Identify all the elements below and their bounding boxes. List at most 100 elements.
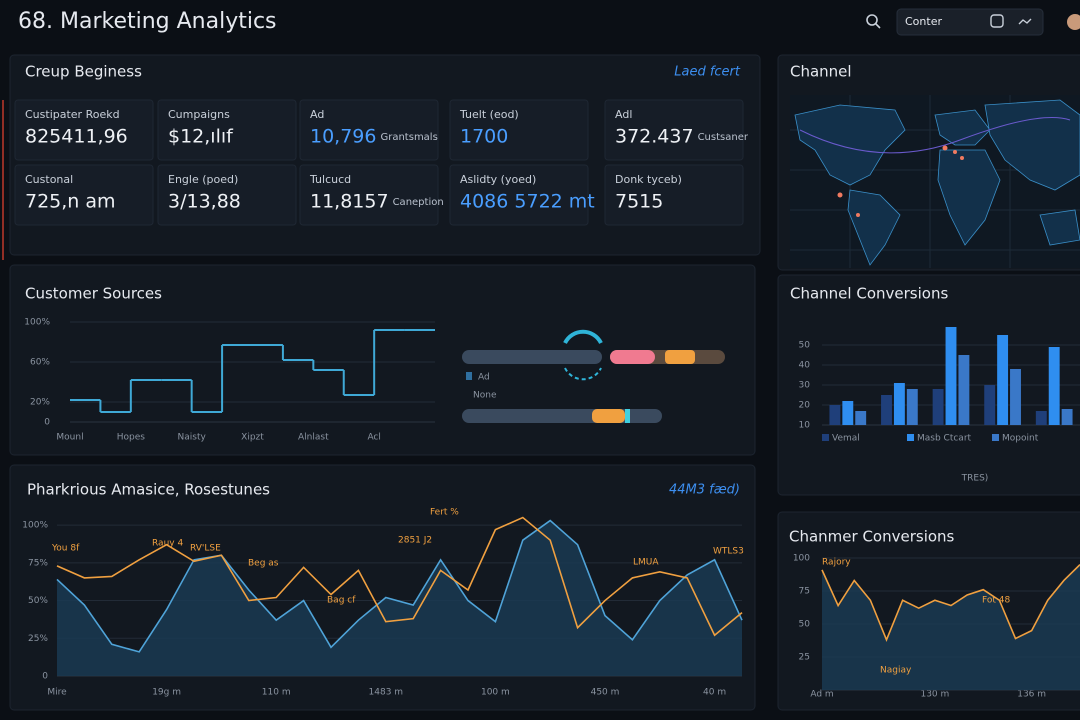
x-tick-label: Mounl [56, 433, 83, 443]
bar [1048, 347, 1060, 425]
legend-label: Vemal [832, 434, 860, 444]
progress-fill [625, 409, 630, 423]
chart-note: TRES) [961, 474, 989, 484]
y-tick-label: 25 [799, 653, 810, 663]
progress-fill [592, 409, 625, 423]
x-tick-label: 100 m [481, 688, 510, 698]
y-tick-label: 0 [42, 672, 48, 682]
kpi-value: 11,8157 [310, 191, 389, 213]
chart-title: Customer Sources [25, 285, 162, 303]
search-glass[interactable] [866, 14, 878, 26]
chart-link: 44M3 fæd) [669, 483, 740, 498]
hotspot [953, 150, 957, 154]
area-fill [57, 520, 742, 676]
map-hotspots [837, 145, 964, 217]
legend-swatch [466, 372, 472, 380]
legend-label: Mopoint [1002, 434, 1039, 444]
kpi-value: 4086 5722 mt [460, 191, 595, 213]
kpi-label: Adl [615, 108, 632, 121]
annotation: LMUA [633, 558, 659, 568]
kpi-label: Aslidty (yoed) [460, 173, 536, 186]
annotation: Nagiay [880, 666, 912, 676]
bar [932, 389, 944, 425]
kpi-value: 372.437 [615, 126, 694, 148]
kpi-note: Caneption [393, 197, 444, 208]
avatar[interactable] [1067, 14, 1080, 30]
y-tick-label: 100 [793, 554, 810, 564]
bar [958, 355, 970, 425]
annotation: WTLS3 [713, 547, 744, 557]
y-tick-label: 40 [799, 361, 811, 371]
x-tick-label: Mire [47, 688, 67, 698]
continent [847, 189, 901, 266]
progress-label: Ad [478, 373, 490, 383]
hotspot [942, 145, 948, 151]
icon-trend[interactable] [1018, 18, 1032, 25]
kpi-value: 1700 [460, 126, 508, 148]
bar [1010, 369, 1021, 425]
legend-swatch [907, 434, 914, 441]
search-text[interactable]: Conter [905, 15, 942, 28]
y-tick-label: 20 [799, 401, 811, 411]
hotspot [856, 213, 860, 217]
kpi-card [604, 99, 744, 161]
line [56, 516, 743, 637]
line [56, 519, 743, 653]
x-tick-label: 1483 m [369, 688, 404, 698]
kpi-card [157, 99, 297, 161]
map-route [799, 117, 1071, 154]
bar [855, 411, 867, 425]
kpi-value: 3/13,88 [168, 191, 241, 213]
continent [984, 99, 1080, 191]
y-tick-label: 75 [799, 587, 810, 597]
y-tick-label: 25% [28, 634, 48, 644]
kpi-label: Ad [310, 108, 324, 121]
y-tick-label: 30 [799, 381, 811, 391]
bar [1035, 411, 1047, 425]
progress-arc [564, 367, 602, 381]
kpi-label: Custipater Roekd [25, 108, 120, 121]
annotation: You 8f [51, 544, 80, 554]
kpi-label: Custonal [25, 173, 73, 186]
x-tick-label: 450 m [591, 688, 620, 698]
bar [893, 383, 905, 425]
continent [934, 109, 991, 146]
bar [842, 401, 854, 425]
search-handle[interactable] [875, 23, 881, 29]
line [821, 564, 1080, 642]
kpi-value: 7515 [615, 191, 663, 213]
kpi-card [449, 164, 589, 226]
x-tick-label: Naisty [178, 433, 207, 443]
kpi-label: Tuelt (eod) [459, 108, 519, 121]
kpi-label: Engle (poed) [168, 173, 238, 186]
y-tick-label: 100% [24, 318, 50, 328]
continent [1039, 209, 1080, 246]
annotation: Bag cf [327, 596, 356, 606]
app-title: 68. Marketing Analytics [18, 9, 277, 34]
progress-fill [610, 350, 655, 364]
y-tick-label: 50% [28, 596, 48, 606]
area-fill [822, 564, 1080, 690]
kpi-card [299, 164, 439, 226]
annotation: RV'LSE [190, 544, 221, 554]
kpi-value: 10,796 [310, 126, 376, 148]
overview-link[interactable]: Laed fcert [674, 65, 741, 80]
y-tick-label: 50 [799, 620, 811, 630]
kpi-note: Custsaner [698, 132, 749, 143]
y-tick-label: 0 [44, 418, 50, 428]
icon-camera[interactable] [990, 14, 1004, 28]
progress-track [462, 350, 602, 364]
annotation: Beg as [248, 559, 279, 569]
bar [906, 389, 918, 425]
y-tick-label: 20% [30, 398, 50, 408]
x-tick-label: Alnlast [298, 433, 329, 443]
annotation: 2851 J2 [398, 536, 432, 546]
kpi-value: 825411,96 [25, 126, 128, 148]
x-tick-label: 130 m [920, 690, 949, 700]
search-icon[interactable] [866, 14, 881, 29]
annotation: Rajory [822, 558, 851, 568]
y-tick-label: 50 [799, 341, 811, 351]
y-tick-label: 100% [22, 521, 48, 531]
search-box[interactable] [896, 8, 1044, 36]
